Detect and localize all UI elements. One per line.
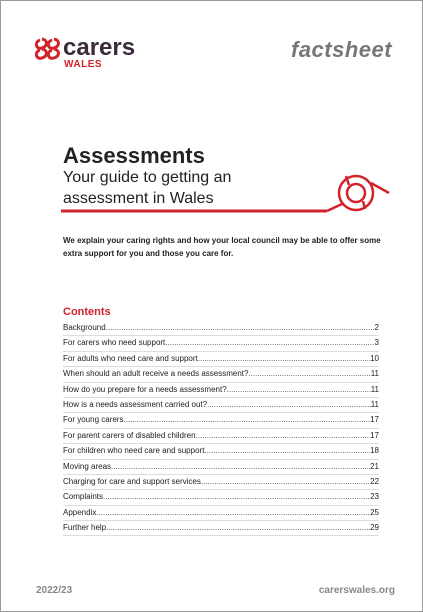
entry-title: When should an adult receive a needs ass… xyxy=(63,367,248,381)
factsheet-label: factsheet xyxy=(291,37,392,63)
dot-leader xyxy=(96,506,370,520)
logo-name: carers xyxy=(63,34,135,62)
dot-leader xyxy=(123,413,370,427)
dot-leader xyxy=(198,352,370,366)
dot-leader xyxy=(106,321,375,335)
entry-page: 29 xyxy=(370,521,379,535)
contents-entry: Background 2 xyxy=(63,321,379,336)
entry-title: For children who need care and support xyxy=(63,444,204,458)
entry-page: 17 xyxy=(370,429,379,443)
contents-entry: How is a needs assessment carried out? 11 xyxy=(63,398,379,413)
entry-title: How do you prepare for a needs assessmen… xyxy=(63,383,227,397)
footer-website: carerswales.org xyxy=(319,585,395,596)
dot-leader xyxy=(207,398,371,412)
entry-page: 21 xyxy=(370,460,379,474)
dot-leader xyxy=(201,475,370,489)
entry-title: For young carers xyxy=(63,413,123,427)
dot-leader xyxy=(165,336,374,350)
contents-entry: For children who need care and support 18 xyxy=(63,444,379,459)
entry-title: How is a needs assessment carried out? xyxy=(63,398,207,412)
contents-entry: For parent carers of disabled children 17 xyxy=(63,429,379,444)
entry-page: 11 xyxy=(371,398,379,412)
entry-page: 18 xyxy=(370,444,379,458)
logo-icon xyxy=(34,36,62,62)
entry-title: For parent carers of disabled children xyxy=(63,429,196,443)
contents-entry: Complaints 23 xyxy=(63,490,379,505)
entry-page: 17 xyxy=(370,413,379,427)
entry-title: Moving areas xyxy=(63,460,111,474)
logo-region: WALES xyxy=(64,59,102,70)
entry-page: 23 xyxy=(370,490,379,504)
contents-heading: Contents xyxy=(63,306,111,318)
contents-entry: When should an adult receive a needs ass… xyxy=(63,367,379,382)
contents-entry: Moving areas 21 xyxy=(63,460,379,475)
contents-entry: For adults who need care and support 10 xyxy=(63,352,379,367)
dot-leader xyxy=(204,444,370,458)
entry-page: 11 xyxy=(371,383,379,397)
contents-entry: For young carers 17 xyxy=(63,413,379,428)
footer-year: 2022/23 xyxy=(36,585,72,596)
contents-entry: Charging for care and support services 22 xyxy=(63,475,379,490)
entry-title: Charging for care and support services xyxy=(63,475,201,489)
contents-entry: For carers who need support 3 xyxy=(63,336,379,351)
entry-page: 22 xyxy=(370,475,379,489)
entry-page: 11 xyxy=(371,367,379,381)
dot-leader xyxy=(227,383,371,397)
entry-page: 25 xyxy=(370,506,379,520)
contents-list: Background2For carers who need support3F… xyxy=(63,321,379,536)
dot-leader xyxy=(106,521,370,535)
entry-title: Further help xyxy=(63,521,106,535)
entry-title: For carers who need support xyxy=(63,336,165,350)
entry-page: 2 xyxy=(375,321,379,335)
dot-leader xyxy=(196,429,371,443)
dot-leader xyxy=(111,460,370,474)
entry-title: Appendix xyxy=(63,506,96,520)
entry-page: 3 xyxy=(375,336,379,350)
entry-title: For adults who need care and support xyxy=(63,352,198,366)
contents-entry: Appendix 25 xyxy=(63,506,379,521)
dot-leader xyxy=(103,490,370,504)
dot-leader xyxy=(248,367,370,381)
entry-title: Background xyxy=(63,321,106,335)
contents-entry: Further help 29 xyxy=(63,521,379,536)
entry-title: Complaints xyxy=(63,490,103,504)
title-rule xyxy=(59,171,399,221)
contents-entry: How do you prepare for a needs assessmen… xyxy=(63,383,379,398)
intro: We explain your caring rights and how yo… xyxy=(63,234,388,260)
entry-page: 10 xyxy=(370,352,379,366)
page: carers WALES factsheet Assessments Your … xyxy=(0,0,423,612)
title: Assessments xyxy=(63,143,205,169)
